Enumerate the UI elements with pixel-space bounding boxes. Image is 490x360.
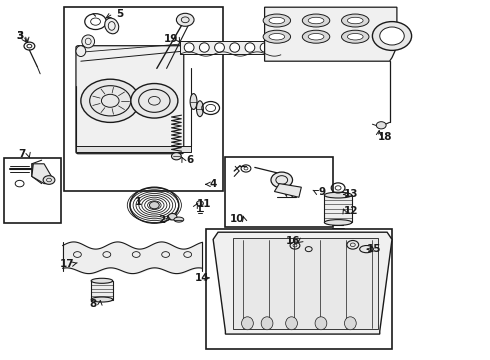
Ellipse shape (308, 33, 324, 40)
Polygon shape (213, 232, 392, 334)
Text: 1: 1 (135, 197, 142, 207)
Polygon shape (274, 184, 301, 197)
Text: 10: 10 (230, 214, 245, 224)
Ellipse shape (347, 33, 363, 40)
Bar (206, 229, 392, 349)
Ellipse shape (308, 17, 324, 24)
Text: 12: 12 (343, 206, 358, 216)
Ellipse shape (190, 94, 197, 109)
Ellipse shape (199, 43, 209, 52)
Polygon shape (32, 164, 51, 184)
FancyBboxPatch shape (76, 46, 184, 154)
Circle shape (372, 22, 412, 50)
Ellipse shape (263, 14, 291, 27)
Circle shape (43, 176, 55, 184)
Text: 4: 4 (209, 179, 217, 189)
Ellipse shape (302, 30, 330, 43)
Text: 15: 15 (367, 244, 382, 254)
Text: 3: 3 (16, 31, 23, 41)
Polygon shape (76, 146, 191, 152)
Ellipse shape (261, 317, 273, 330)
Ellipse shape (76, 46, 86, 57)
Ellipse shape (342, 30, 369, 43)
Ellipse shape (91, 297, 113, 302)
Bar (64, 7, 223, 191)
Ellipse shape (286, 317, 297, 330)
Ellipse shape (215, 43, 224, 52)
Ellipse shape (105, 18, 119, 34)
Text: 19: 19 (163, 33, 178, 44)
Text: 9: 9 (319, 186, 326, 197)
Ellipse shape (91, 278, 113, 283)
Text: 11: 11 (196, 199, 211, 210)
Ellipse shape (82, 35, 95, 48)
Ellipse shape (269, 17, 285, 24)
Ellipse shape (245, 43, 255, 52)
Ellipse shape (269, 33, 285, 40)
Ellipse shape (174, 217, 184, 222)
Ellipse shape (315, 317, 327, 330)
Ellipse shape (196, 101, 203, 117)
Circle shape (131, 84, 178, 118)
Bar (91, 281, 113, 300)
Ellipse shape (324, 192, 352, 198)
Bar (225, 157, 333, 227)
Ellipse shape (263, 30, 291, 43)
Polygon shape (265, 7, 397, 61)
Ellipse shape (342, 14, 369, 27)
Ellipse shape (302, 14, 330, 27)
Text: 2: 2 (158, 215, 165, 225)
Bar (233, 238, 378, 329)
Circle shape (176, 13, 194, 26)
Text: 13: 13 (343, 189, 358, 199)
Polygon shape (180, 41, 281, 54)
Circle shape (376, 122, 386, 129)
Circle shape (149, 202, 159, 209)
Text: 5: 5 (117, 9, 123, 19)
Text: 16: 16 (286, 236, 300, 246)
Ellipse shape (324, 220, 352, 225)
Text: 3: 3 (16, 31, 23, 41)
Ellipse shape (184, 43, 194, 52)
Ellipse shape (230, 43, 240, 52)
Text: 7: 7 (18, 149, 25, 159)
Ellipse shape (260, 43, 270, 52)
Ellipse shape (344, 317, 356, 330)
Ellipse shape (242, 317, 253, 330)
Ellipse shape (347, 17, 363, 24)
Circle shape (81, 79, 140, 122)
Text: 17: 17 (60, 258, 75, 269)
Circle shape (380, 27, 404, 45)
Circle shape (271, 172, 293, 188)
Text: 8: 8 (90, 299, 97, 309)
Bar (4, 158, 61, 223)
Circle shape (168, 213, 177, 220)
Circle shape (196, 201, 203, 206)
Text: 18: 18 (378, 132, 392, 142)
Polygon shape (324, 195, 352, 222)
Text: 14: 14 (195, 273, 209, 283)
Circle shape (172, 153, 181, 160)
Text: 6: 6 (187, 155, 194, 165)
